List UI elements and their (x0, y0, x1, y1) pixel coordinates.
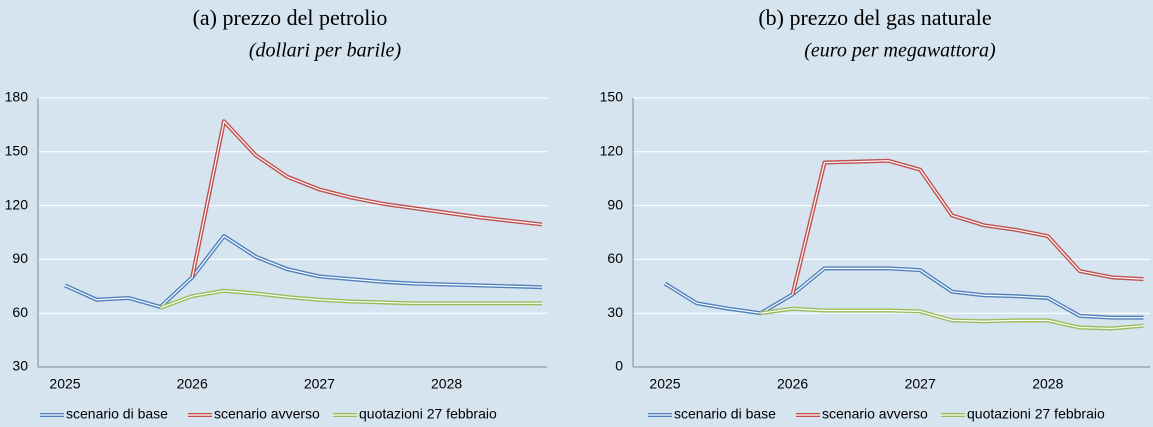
legend-label: scenario di base (674, 406, 776, 422)
x-tick-label: 2028 (1032, 376, 1063, 392)
series-line-highlight (160, 290, 542, 309)
y-tick-label: 60 (607, 250, 623, 266)
series-line-highlight (191, 120, 543, 278)
x-tick-label: 2025 (649, 376, 680, 392)
series-line-highlight (792, 160, 1144, 295)
y-tick-label: 30 (12, 358, 28, 374)
x-tick-label: 2028 (431, 376, 462, 392)
chart-subtitle: (dollari per barile) (249, 40, 402, 62)
legend-label: quotazioni 27 febbraio (359, 406, 497, 422)
y-tick-label: 90 (12, 250, 28, 266)
y-tick-label: 150 (5, 143, 29, 159)
y-tick-label: 120 (5, 196, 29, 212)
legend-label: scenario di base (66, 406, 168, 422)
x-tick-label: 2027 (304, 376, 335, 392)
y-tick-label: 60 (12, 304, 28, 320)
x-tick-label: 2025 (49, 376, 80, 392)
y-tick-label: 180 (5, 89, 29, 105)
chart-subtitle: (euro per megawattora) (804, 40, 996, 62)
y-tick-label: 0 (615, 358, 623, 374)
series-line-highlight (760, 308, 1144, 330)
y-tick-label: 90 (607, 196, 623, 212)
y-tick-label: 150 (600, 89, 624, 105)
x-tick-label: 2027 (905, 376, 936, 392)
legend-label: scenario avverso (214, 406, 320, 422)
series-line-highlight (664, 267, 1144, 319)
y-tick-label: 120 (600, 143, 624, 159)
y-tick-label: 30 (607, 304, 623, 320)
x-tick-label: 2026 (177, 376, 208, 392)
series-line-highlight (64, 235, 543, 308)
legend-label: scenario avverso (822, 406, 928, 422)
chart-title: (b) prezzo del gas naturale (758, 5, 991, 30)
legend-label: quotazioni 27 febbraio (967, 406, 1105, 422)
chart-title: (a) prezzo del petrolio (193, 5, 388, 30)
x-tick-label: 2026 (777, 376, 808, 392)
